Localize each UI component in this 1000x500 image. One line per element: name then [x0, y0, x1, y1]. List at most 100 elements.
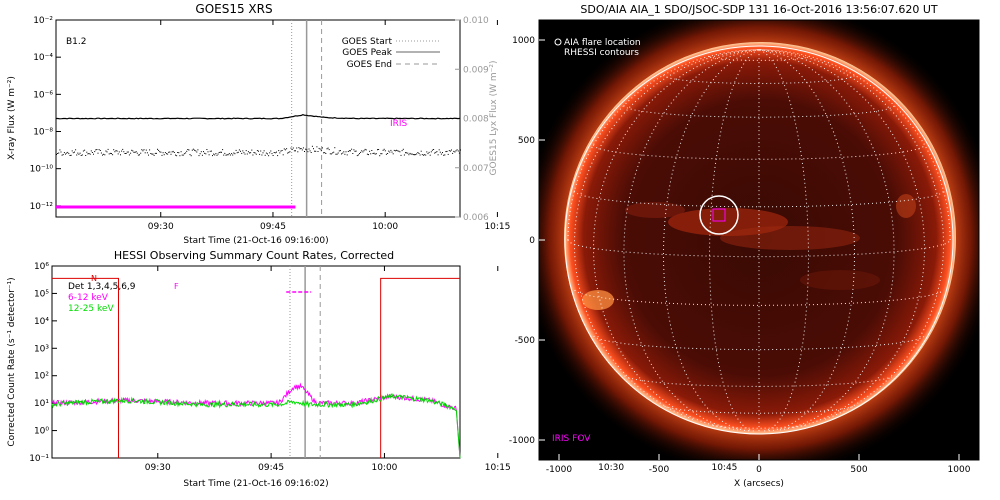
goes-short-channel-point — [221, 151, 222, 153]
goes-short-channel-point — [186, 150, 188, 152]
goes-short-channel-point — [76, 154, 78, 156]
goes-short-channel-point — [320, 150, 322, 152]
goes-short-channel-point — [454, 151, 456, 153]
goes-short-channel-point — [158, 149, 160, 151]
goes-short-channel-point — [112, 154, 114, 156]
goes-short-channel-point — [385, 153, 387, 155]
goes-short-channel-point — [417, 152, 419, 153]
legend-goes-end: GOES End — [347, 60, 392, 70]
goes-short-channel-point — [448, 150, 450, 152]
goes-short-channel-point — [442, 152, 443, 154]
goes-short-channel-point — [116, 150, 118, 152]
goes-short-channel-point — [328, 149, 330, 151]
goes-short-channel-point — [198, 155, 200, 157]
goes-short-channel-point — [88, 153, 90, 154]
goes-ytick-right-label: 0.009 — [463, 65, 489, 75]
goes-short-channel-point — [336, 153, 338, 155]
goes-short-channel-point — [74, 151, 75, 153]
goes-short-channel-point — [445, 151, 447, 153]
goes-short-channel-point — [253, 152, 255, 153]
goes-short-channel-point — [346, 154, 348, 156]
aia-xtick-label: -500 — [649, 465, 670, 475]
aia-ytick-label: 1000 — [512, 36, 535, 46]
goes-short-channel-point — [425, 154, 427, 156]
goes-short-channel-point — [418, 153, 420, 154]
goes-short-channel-point — [429, 154, 431, 156]
goes-short-channel-point — [87, 153, 89, 155]
goes-short-channel-point — [440, 153, 442, 155]
legend-6-12: 6-12 keV — [68, 293, 109, 303]
goes-short-channel-point — [117, 153, 119, 155]
goes-short-channel-point — [95, 149, 97, 151]
hessi-night-flag-end — [380, 277, 460, 458]
goes-short-channel-point — [188, 149, 190, 151]
goes-short-channel-point — [195, 150, 197, 152]
goes-short-channel-point — [170, 153, 172, 155]
goes-short-channel-point — [353, 149, 355, 151]
goes-ytick-label: 10⁻⁶ — [33, 90, 53, 100]
goes-short-channel-point — [173, 152, 175, 153]
goes-short-channel-point — [85, 155, 87, 156]
goes-short-channel-point — [388, 150, 390, 152]
goes-short-channel-point — [191, 149, 193, 151]
goes-short-channel-point — [222, 149, 224, 151]
goes-short-channel-point — [343, 151, 345, 153]
goes-short-channel-point — [315, 150, 317, 152]
goes-short-channel-point — [269, 152, 271, 154]
goes-short-channel-point — [390, 149, 392, 151]
goes-short-channel-point — [167, 153, 169, 155]
goes-short-channel-point — [387, 153, 389, 154]
goes-short-channel-point — [424, 154, 426, 156]
goes-short-channel-point — [270, 150, 272, 152]
goes-short-channel-point — [90, 150, 92, 152]
goes-short-channel-point — [111, 153, 112, 155]
goes-short-channel-point — [324, 152, 326, 154]
legend-goes-start: GOES Start — [342, 37, 393, 47]
goes-short-channel-point — [319, 148, 321, 150]
goes-short-channel-point — [437, 154, 439, 156]
goes-short-channel-point — [439, 151, 441, 153]
goes-short-channel-point — [391, 151, 393, 153]
goes-short-channel-point — [140, 152, 142, 154]
hessi-xtick-label: 10:45 — [711, 463, 737, 473]
aia-longitude-line — [592, 49, 760, 429]
goes-short-channel-point — [258, 150, 259, 152]
goes-short-channel-point — [154, 152, 156, 154]
goes-short-channel-point — [334, 147, 336, 149]
goes-short-channel-point — [276, 151, 277, 153]
goes-short-channel-point — [171, 151, 173, 153]
goes-short-channel-point — [187, 149, 189, 150]
goes-short-channel-point — [103, 153, 105, 155]
goes-short-channel-point — [157, 148, 158, 150]
goes-short-channel-point — [333, 151, 335, 153]
goes-short-channel-point — [225, 154, 227, 156]
goes-panel: GOES15 XRS 09:3009:4510:0010:1510:3010:4… — [7, 2, 735, 246]
goes-short-channel-point — [229, 154, 231, 156]
goes-short-channel-point — [60, 151, 62, 153]
goes-short-channel-point — [196, 151, 198, 153]
goes-short-channel-point — [118, 151, 120, 153]
goes-short-channel-point — [279, 152, 281, 154]
goes-short-channel-point — [127, 151, 129, 153]
goes-short-channel-point — [150, 153, 152, 154]
goes-short-channel-point — [214, 154, 216, 156]
hessi-ytick-label: 10⁴ — [34, 317, 49, 327]
goes-short-channel-point — [136, 152, 138, 154]
goes-short-channel-point — [400, 154, 402, 156]
goes-short-channel-point — [416, 153, 418, 155]
aia-coordinate-grid — [567, 49, 951, 432]
goes-short-channel-point — [297, 151, 299, 153]
goes-short-channel-point — [237, 151, 239, 153]
goes-short-channel-point — [339, 150, 341, 152]
goes-short-channel-point — [84, 149, 86, 151]
goes-short-channel-point — [259, 153, 261, 155]
goes-short-channel-point — [114, 151, 116, 153]
goes-short-channel-point — [332, 152, 334, 154]
legend-12-25: 12-25 keV — [68, 304, 114, 314]
goes-short-channel-point — [282, 154, 284, 156]
goes-short-channel-point — [322, 147, 323, 149]
aia-xtick-label: 1000 — [948, 465, 971, 475]
goes-short-channel-point — [289, 151, 291, 153]
goes-short-channel-point — [411, 153, 413, 155]
goes-short-channel-point — [56, 154, 57, 155]
